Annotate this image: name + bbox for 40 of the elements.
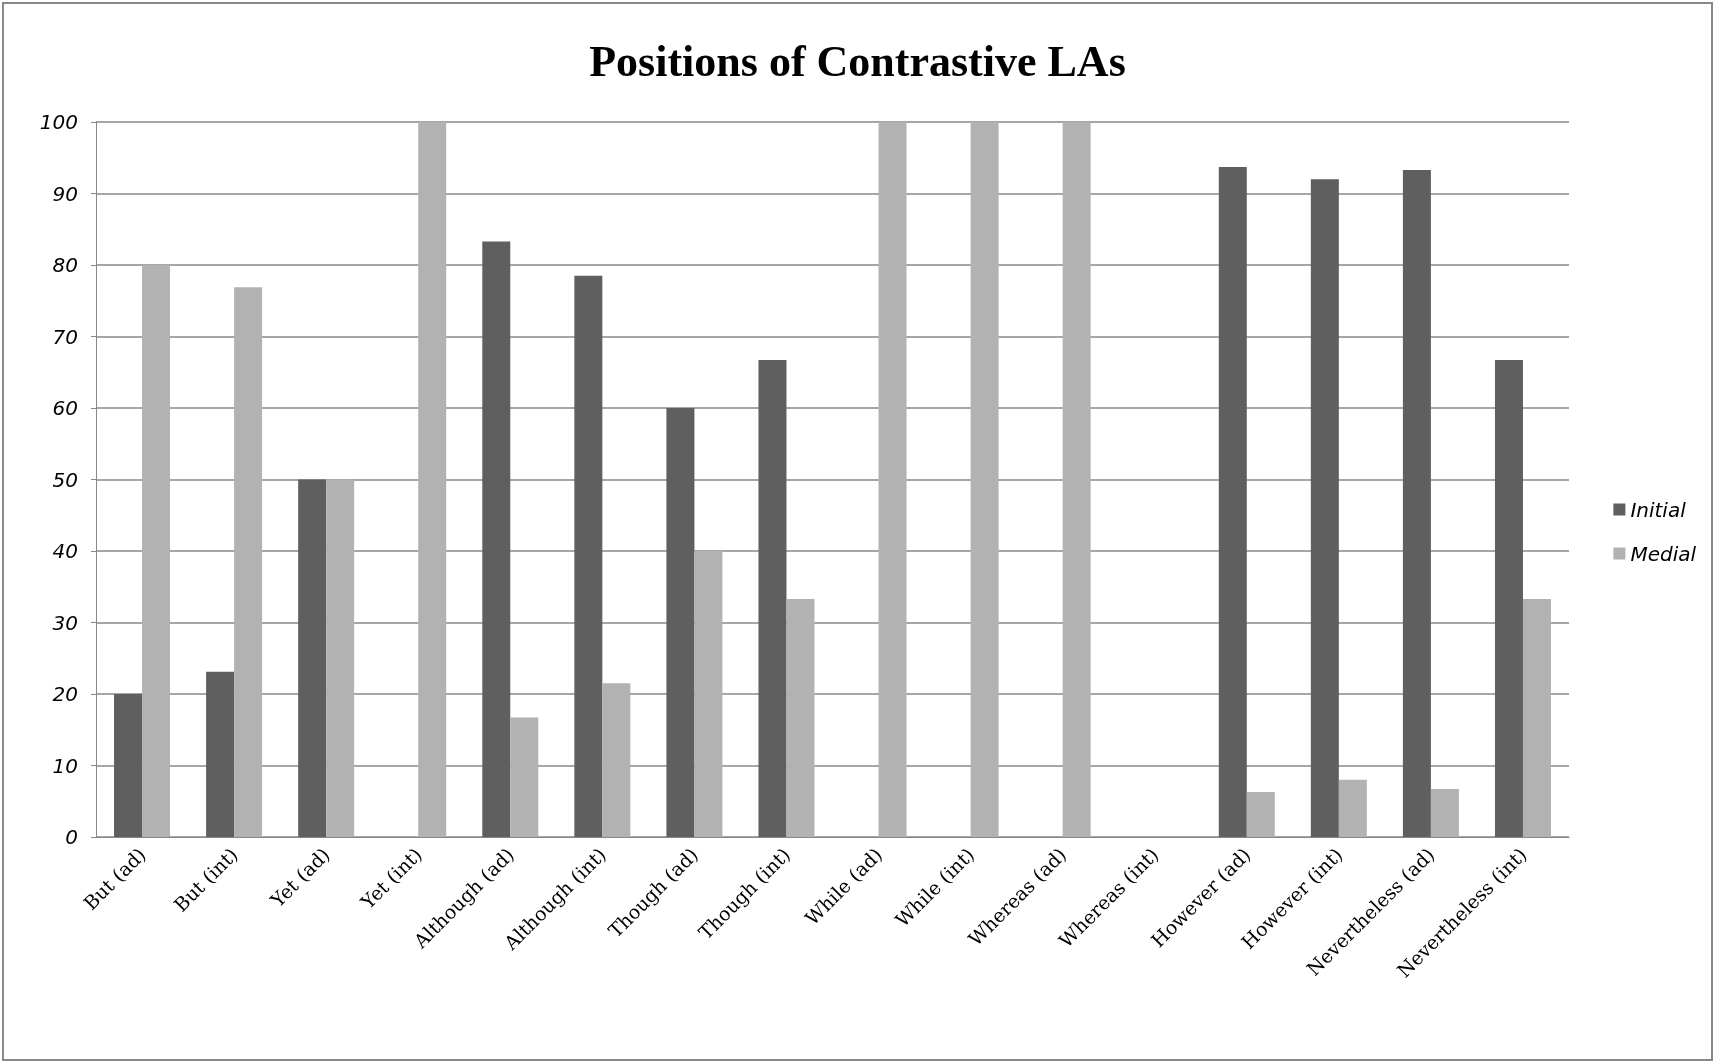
chart-title: Positions of Contrastive LAs [589,36,1126,86]
y-tick-label: 40 [52,539,78,563]
y-tick-label: 30 [52,610,78,635]
legend-label: Medial [1630,541,1697,566]
bar [510,717,539,837]
bar [1494,360,1523,837]
bar [482,241,511,837]
bar [878,122,907,837]
y-tick-label: 10 [52,753,78,778]
bar [142,265,171,837]
legend-label: Initial [1630,497,1687,522]
bar [602,683,631,837]
y-tick-label: 70 [52,324,78,349]
bar [234,287,263,837]
bar [206,671,235,837]
bar [1310,179,1339,837]
bar [1246,791,1275,837]
y-tick-label: 50 [52,467,78,492]
bar [1430,789,1459,837]
bar [326,479,355,837]
bar [1402,169,1431,837]
bar [666,408,695,837]
bar [970,122,999,837]
y-tick-label: 90 [52,181,78,206]
bar [1062,122,1091,837]
y-tick-label: 20 [52,682,78,706]
bar [114,694,143,837]
bar [1522,598,1551,837]
bar [1218,167,1247,837]
bar [758,360,787,837]
y-tick-label: 60 [52,396,78,420]
y-tick-label: 80 [52,253,78,277]
bar [786,598,815,837]
bar [694,551,723,837]
bar [298,479,327,837]
y-tick-label: 100 [39,110,78,134]
bar [1338,779,1367,837]
y-tick-label: 0 [65,825,78,849]
bar [418,122,447,837]
bar [574,275,603,837]
